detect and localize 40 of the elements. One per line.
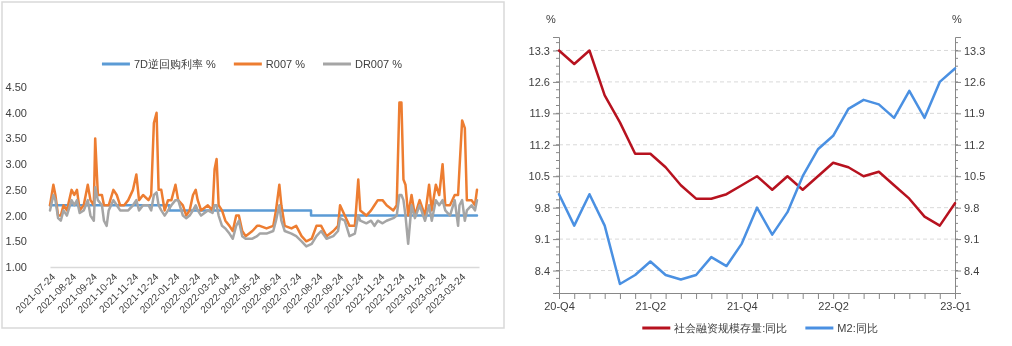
y2-tick-label: 11.2	[964, 138, 985, 151]
line-series	[48, 186, 479, 248]
y2-tick-label: 9.8	[964, 201, 980, 214]
y-tick-label: 4.50	[5, 81, 27, 94]
legend-label: 7D逆回购利率 %	[133, 58, 217, 70]
y2-tick-label: 9.1	[964, 233, 980, 246]
line-series	[48, 101, 479, 243]
y-tick-label: 9.1	[534, 233, 550, 246]
x-tick-label: 22-Q2	[818, 299, 849, 312]
y-axis-title: %	[546, 13, 557, 25]
line-series	[557, 49, 957, 227]
y2-axis-title: %	[952, 13, 963, 25]
y-tick-label: 3.00	[5, 158, 27, 171]
x-tick-label: 23-Q1	[940, 299, 971, 312]
y-tick-label: 12.6	[528, 75, 550, 88]
y2-tick-label: 10.5	[964, 170, 986, 183]
legend-label: M2:同比	[837, 322, 878, 334]
y-tick-label: 13.3	[528, 44, 550, 57]
y-tick-label: 8.4	[534, 264, 550, 277]
legend-label: 社会融资规模存量:同比	[674, 322, 788, 334]
y2-tick-label: 12.6	[964, 75, 986, 88]
y-tick-label: 1.50	[5, 235, 27, 248]
y-tick-label: 11.2	[529, 138, 550, 151]
y-tick-label: 11.9	[529, 107, 550, 120]
y-tick-label: 3.50	[5, 132, 27, 145]
y-tick-label: 10.5	[528, 170, 550, 183]
line-series	[557, 67, 957, 286]
y-tick-label: 2.50	[5, 183, 27, 196]
x-tick-label: 20-Q4	[544, 299, 575, 312]
y-tick-label: 4.00	[5, 106, 27, 119]
x-tick-label: 21-Q2	[635, 299, 667, 312]
y2-tick-label: 11.9	[964, 107, 985, 120]
y-tick-label: 1.00	[5, 261, 27, 274]
legend-label: DR007 %	[354, 58, 403, 70]
y-tick-label: 9.8	[534, 201, 550, 214]
y2-tick-label: 13.3	[964, 44, 986, 57]
x-tick-label: 21-Q4	[726, 299, 758, 312]
y-tick-label: 2.00	[5, 209, 27, 222]
legend-label: R007 %	[265, 58, 306, 70]
y2-tick-label: 8.4	[964, 264, 980, 277]
